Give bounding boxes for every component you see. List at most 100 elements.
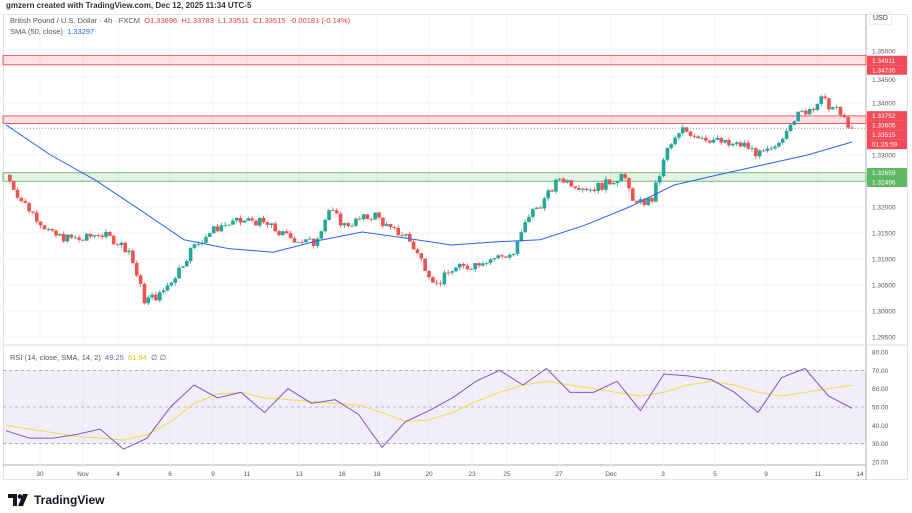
candle-body bbox=[392, 226, 397, 228]
candle-body bbox=[619, 174, 624, 181]
candle-body bbox=[88, 233, 93, 237]
resistance-zone bbox=[2, 115, 867, 124]
candle-body bbox=[396, 227, 401, 236]
candle-body bbox=[557, 178, 562, 180]
candle-body bbox=[446, 272, 451, 274]
candle-body bbox=[742, 142, 747, 147]
candle-body bbox=[577, 187, 581, 190]
candle-body bbox=[292, 238, 297, 243]
resistance-price-tag bbox=[867, 65, 907, 75]
candle-body bbox=[727, 139, 731, 146]
price-tick-label: 1.31500 bbox=[872, 230, 896, 237]
tradingview-logo-icon bbox=[8, 494, 28, 506]
candle-body bbox=[331, 210, 335, 211]
candle-body bbox=[804, 110, 808, 115]
candle-body bbox=[461, 263, 466, 266]
candle-body bbox=[31, 211, 35, 213]
candle-body bbox=[181, 266, 185, 268]
candle-body bbox=[442, 272, 447, 285]
resistance-price-label: 1.33752 bbox=[872, 113, 896, 120]
countdown-label: 01:25:59 bbox=[872, 142, 898, 149]
candle-body bbox=[19, 197, 24, 202]
candle-body bbox=[573, 186, 577, 188]
candle-body bbox=[165, 285, 170, 291]
candle-body bbox=[27, 203, 31, 212]
credit-line: gmzern created with TradingView.com, Dec… bbox=[6, 1, 252, 10]
currency-label[interactable]: USD bbox=[869, 12, 892, 25]
rsi-tick-label: 20.00 bbox=[872, 459, 889, 466]
candle-body bbox=[754, 148, 758, 157]
candle-body bbox=[773, 146, 777, 149]
support-price-label: 1.32659 bbox=[872, 170, 896, 177]
candle-body bbox=[504, 256, 508, 258]
candle-body bbox=[588, 189, 593, 191]
candle-body bbox=[511, 253, 516, 255]
candle-body bbox=[307, 238, 312, 240]
candle-body bbox=[546, 190, 551, 199]
candle-body bbox=[592, 189, 597, 192]
time-tick-label: 30 bbox=[36, 471, 44, 478]
rsi-label[interactable]: RSI (14, close, SMA, 14, 2) bbox=[10, 353, 101, 362]
candle-body bbox=[611, 183, 616, 185]
candle-body bbox=[173, 278, 177, 283]
candle-body bbox=[84, 233, 89, 241]
price-tick-label: 1.30500 bbox=[872, 282, 896, 289]
candle-body bbox=[342, 223, 347, 226]
candle-body bbox=[384, 224, 389, 226]
candle-body bbox=[127, 250, 131, 253]
candle-body bbox=[715, 138, 720, 140]
candle-body bbox=[830, 107, 835, 110]
rsi-tick-label: 50.00 bbox=[872, 404, 889, 411]
time-tick-label: 6 bbox=[168, 471, 172, 478]
sma-label[interactable]: SMA (50, close) bbox=[10, 27, 63, 36]
candle-body bbox=[111, 235, 116, 245]
candle-body bbox=[507, 254, 512, 258]
candle-body bbox=[492, 258, 497, 260]
symbol-label[interactable]: British Pound / U.S. Dollar · 4h · FXCM bbox=[10, 16, 141, 25]
candle-body bbox=[223, 224, 227, 226]
resistance-price-tag bbox=[867, 111, 907, 121]
candle-body bbox=[419, 253, 424, 259]
candle-body bbox=[261, 218, 266, 223]
time-tick-label: 9 bbox=[764, 471, 768, 478]
candle-body bbox=[96, 235, 101, 236]
candle-body bbox=[277, 231, 281, 236]
chart-frame[interactable] bbox=[3, 14, 908, 480]
candle-body bbox=[273, 223, 277, 232]
candle-body bbox=[538, 207, 543, 209]
time-tick-label: 11 bbox=[244, 471, 251, 478]
candle-body bbox=[315, 238, 320, 246]
last-price-tag bbox=[867, 130, 907, 140]
price-tick-label: 1.34500 bbox=[872, 77, 896, 84]
candle-body bbox=[100, 235, 104, 237]
candle-body bbox=[388, 224, 393, 227]
candle-body bbox=[258, 218, 262, 226]
candle-body bbox=[761, 150, 766, 152]
candle-body bbox=[46, 229, 51, 230]
last-price-label: 1.33515 bbox=[872, 132, 896, 139]
resistance-price-label: 1.34735 bbox=[872, 67, 896, 74]
time-tick-label: 23 bbox=[468, 471, 476, 478]
candle-body bbox=[361, 214, 366, 220]
candle-body bbox=[211, 226, 216, 234]
time-tick-label: 18 bbox=[373, 471, 381, 478]
candle-body bbox=[154, 294, 158, 301]
candle-body bbox=[77, 237, 81, 240]
tradingview-logo[interactable]: TradingView bbox=[8, 493, 104, 507]
rsi-band bbox=[3, 370, 866, 444]
candle-body bbox=[484, 262, 489, 264]
time-tick-label: Nov bbox=[77, 471, 89, 478]
candle-body bbox=[604, 179, 608, 190]
candle-body bbox=[734, 142, 739, 144]
candle-body bbox=[254, 220, 258, 226]
candle-body bbox=[242, 220, 247, 223]
candle-body bbox=[177, 267, 181, 279]
candle-body bbox=[465, 265, 470, 270]
candle-body bbox=[565, 180, 570, 183]
countdown-tag bbox=[867, 139, 907, 150]
time-tick-label: 16 bbox=[338, 471, 346, 478]
candle-body bbox=[288, 233, 293, 239]
rsi-tick-label: 70.00 bbox=[872, 368, 889, 375]
time-tick-label: 4 bbox=[116, 471, 120, 478]
